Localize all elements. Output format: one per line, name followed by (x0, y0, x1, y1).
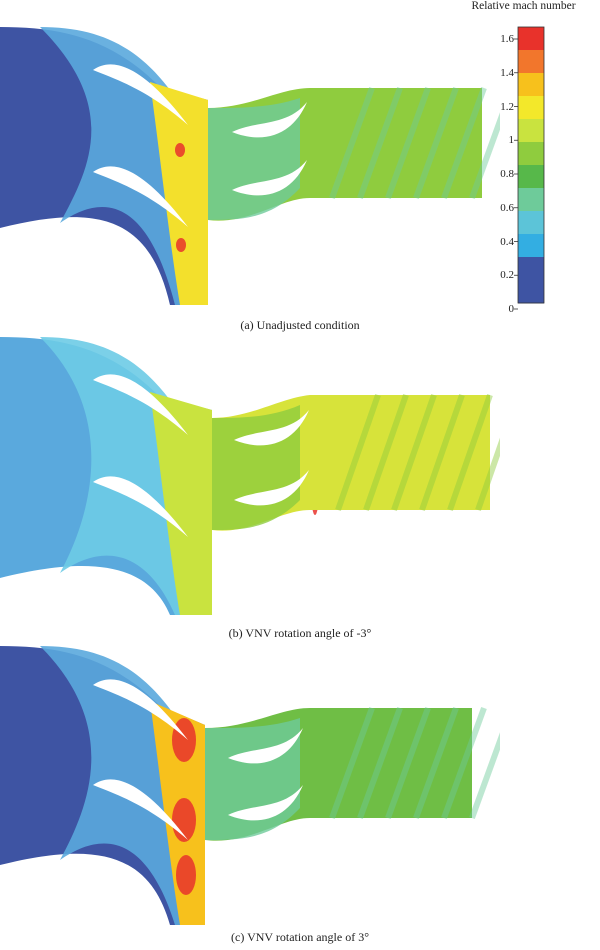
legend-colorbar (514, 26, 545, 310)
shock-wave-band (447, 394, 493, 511)
shock-wave-band (329, 86, 375, 200)
legend-band (518, 96, 544, 120)
shock-wave-band (385, 706, 431, 820)
legend-band (518, 234, 544, 258)
contour-plot-a (0, 27, 500, 305)
legend-band (518, 188, 544, 212)
legend-tick-label: 0.8 (500, 168, 514, 180)
panel-c: (c) VNV rotation angle of 3° (0, 640, 600, 950)
legend-band (518, 27, 544, 51)
legend-tick-label: 0 (508, 303, 515, 315)
legend-band (518, 119, 544, 143)
stator-blade (93, 166, 188, 227)
high-mach-spot (176, 238, 186, 252)
caption-b: (b) VNV rotation angle of -3° (228, 626, 372, 640)
legend-band (518, 211, 544, 235)
contour-plot-b (0, 337, 500, 615)
shock-wave-band (335, 394, 381, 511)
caption-a: (a) Unadjusted condition (240, 318, 360, 332)
shock-wave-band (475, 437, 500, 511)
rotor-passage-region (212, 405, 300, 530)
legend-tick-label: 0.2 (500, 269, 514, 282)
shock-wave-band (413, 86, 459, 200)
stator-blade (93, 779, 188, 840)
legend-tick-label: 0.4 (500, 235, 514, 248)
high-mach-spot (175, 143, 185, 157)
legend-tick-label: 1.6 (500, 33, 514, 45)
stator-blade (93, 476, 188, 537)
rotor-blade (228, 785, 303, 821)
rotor-blade (234, 410, 309, 446)
shock-wave-band (413, 706, 459, 820)
shock-wave-band (419, 394, 465, 511)
legend-tick-label: 1.4 (500, 66, 514, 79)
rotor-blade (228, 728, 303, 764)
stator-blade (93, 374, 188, 435)
shock-wave-band (329, 706, 375, 820)
legend-band (518, 73, 544, 97)
panel-a: (a) Unadjusted condition (0, 0, 600, 340)
legend-tick-label: 1 (508, 134, 515, 147)
shock-wave-band (469, 732, 500, 820)
legend-title: Relative mach number (471, 0, 576, 12)
legend-band (518, 50, 544, 74)
legend-band (518, 165, 544, 189)
panel-b: (b) VNV rotation angle of -3° (0, 330, 600, 650)
shock-wave-band (385, 86, 431, 200)
stator-blade (93, 679, 188, 740)
rotor-blade (232, 160, 307, 196)
caption-c: (c) VNV rotation angle of 3° (231, 930, 369, 944)
legend-band (518, 257, 544, 304)
shock-wave-band (357, 706, 403, 820)
stator-blade (93, 64, 188, 125)
shock-wave-band (363, 394, 409, 511)
legend-tick-label: 1.2 (500, 100, 514, 113)
legend-band (518, 142, 544, 166)
shock-wave-band (469, 112, 500, 200)
legend-tick-label: 0.6 (500, 201, 514, 214)
high-mach-spot (176, 855, 196, 895)
rotor-blade (232, 102, 307, 138)
shock-wave-band (441, 706, 487, 820)
stator-region (150, 392, 212, 615)
shock-wave-band (441, 86, 487, 200)
contour-plot-c (0, 646, 500, 925)
shock-wave-band (391, 394, 437, 511)
rotor-blade (234, 470, 309, 506)
stator-region (150, 82, 208, 305)
shock-wave-band (357, 86, 403, 200)
legend-frame (517, 26, 545, 304)
